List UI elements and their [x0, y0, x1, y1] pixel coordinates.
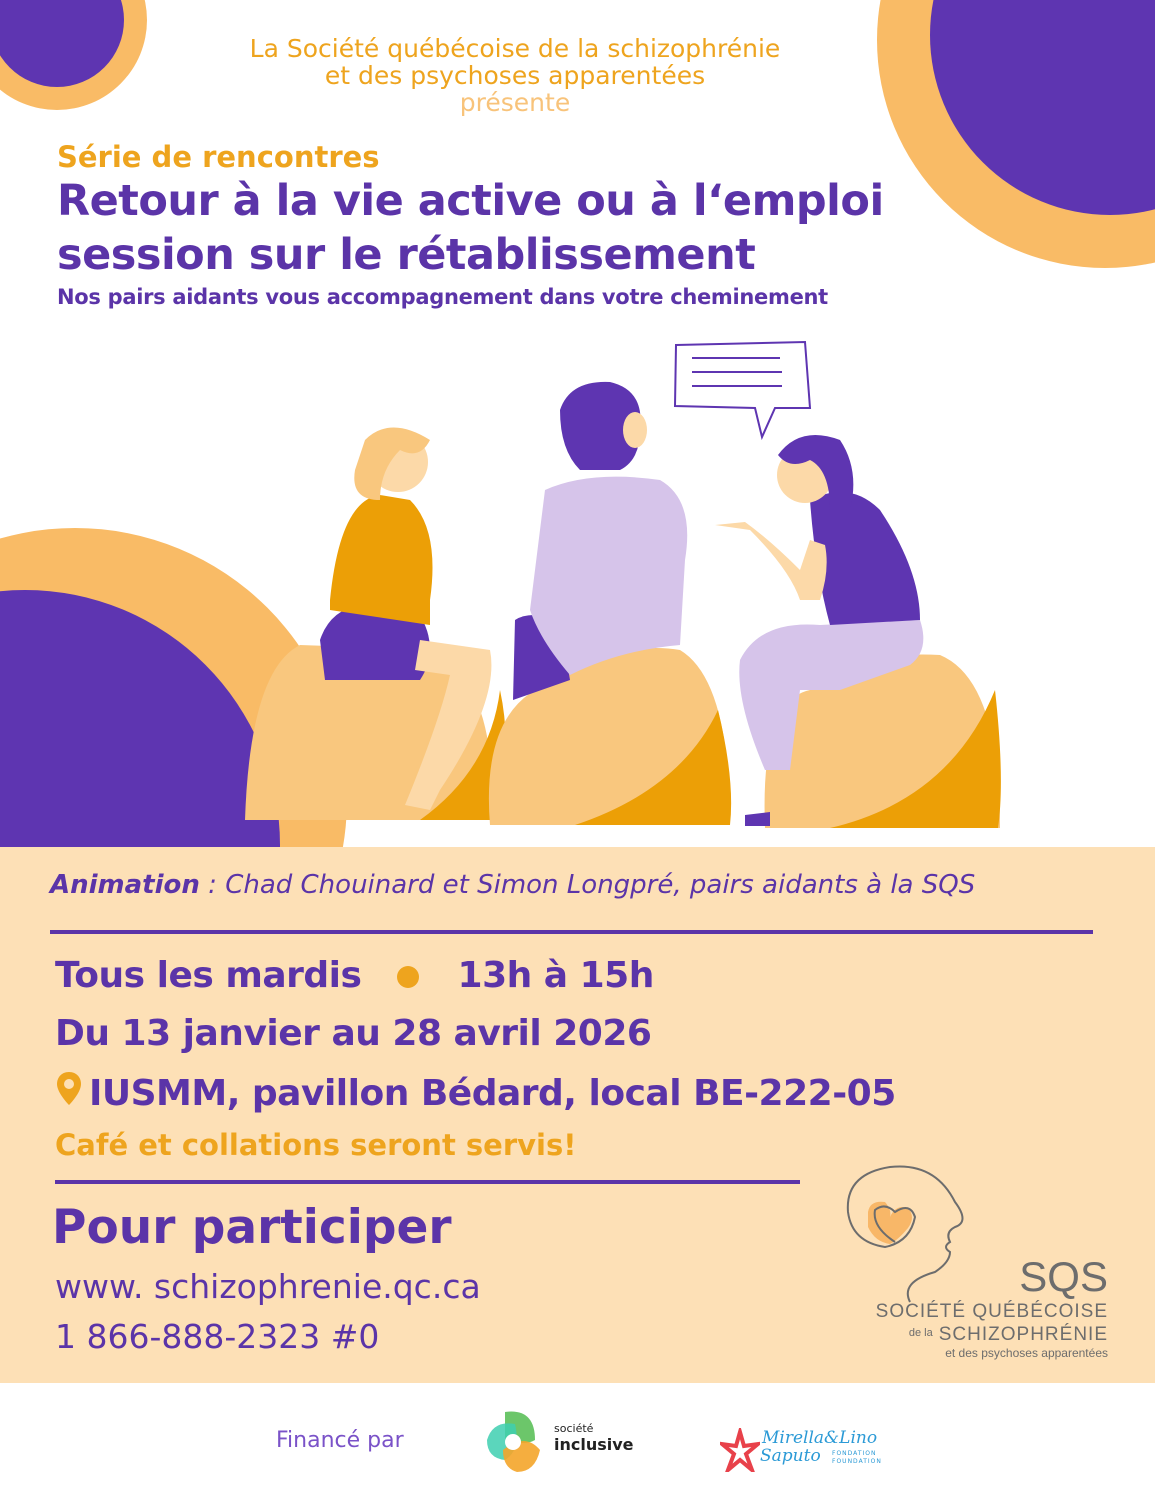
logo-acronym: SQS	[1019, 1253, 1108, 1300]
logo-line-2: de la SCHIZOPHRÉNIE	[909, 1324, 1108, 1346]
speech-bubble-icon	[673, 340, 812, 441]
presenter-line-3: présente	[459, 88, 571, 117]
sqs-head-logo-icon	[846, 1165, 964, 1303]
schedule-dates: Du 13 janvier au 28 avril 2026	[55, 1013, 652, 1054]
logo-line-1: SOCIÉTÉ QUÉBÉCOISE	[875, 1301, 1108, 1322]
website-link[interactable]: www. schizophrenie.qc.ca	[55, 1267, 481, 1306]
logo-line-2-main: SCHIZOPHRÉNIE	[938, 1324, 1108, 1345]
phone-number[interactable]: 1 866-888-2323 #0	[55, 1317, 380, 1356]
societe-inclusive-logo-icon	[487, 1411, 540, 1472]
saputo-star-person-icon	[720, 1428, 760, 1472]
page-title-line-1: Retour à la vie active ou à l‘emploi	[57, 176, 884, 226]
refreshments-note: Café et collations seront servis!	[55, 1128, 577, 1162]
left-circle	[0, 590, 280, 847]
presenter-line-1: La Société québécoise de la schizophréni…	[249, 34, 781, 63]
divider	[50, 930, 1093, 934]
sponsor1-small: société	[554, 1422, 594, 1435]
location-text: IUSMM, pavillon Bédard, local BE-222-05	[89, 1073, 896, 1114]
presenter-line-2: et des psychoses apparentées	[324, 61, 706, 90]
logo-line-3: et des psychoses apparentées	[945, 1346, 1108, 1360]
person-middle	[513, 381, 688, 700]
top-right-circle	[930, 0, 1155, 215]
funded-by-label: Financé par	[276, 1428, 404, 1453]
subtitle: Nos pairs aidants vous accompagnement da…	[57, 285, 828, 309]
info-band	[0, 847, 1155, 1383]
top-left-circle	[0, 0, 124, 87]
bullet-dot-icon	[397, 966, 420, 988]
sponsor2-line-1: Mirella&Lino	[762, 1428, 878, 1448]
animation-text: : Chad Chouinard et Simon Longpré, pairs…	[199, 870, 976, 900]
schedule-time: 13h à 15h	[457, 955, 655, 996]
sponsor2-line-2: Saputo	[760, 1446, 821, 1466]
location-pin-icon	[57, 1072, 81, 1105]
decorative-illustration	[0, 0, 1155, 847]
page-title-line-2: session sur le rétablissement	[57, 230, 756, 280]
sponsor2-tag-2: FOUNDATION	[832, 1458, 882, 1465]
schedule-line: Tous les mardis 13h à 15h	[55, 955, 654, 996]
location-line: IUSMM, pavillon Bédard, local BE-222-05	[55, 1071, 896, 1114]
divider	[55, 1180, 800, 1184]
person-right	[715, 435, 924, 826]
animation-line: Animation : Chad Chouinard et Simon Long…	[50, 870, 975, 900]
sponsor2-tag-1: FONDATION	[832, 1450, 877, 1457]
series-label: Série de rencontres	[57, 140, 380, 174]
seat-middle	[488, 648, 732, 825]
seat-right	[764, 654, 1001, 828]
schedule-day: Tous les mardis	[55, 955, 362, 996]
sponsor1-name: inclusive	[554, 1435, 634, 1454]
person-left	[320, 427, 492, 810]
participate-heading: Pour participer	[52, 1200, 452, 1255]
animation-label: Animation	[50, 870, 200, 900]
logo-line-2-small: de la	[908, 1327, 933, 1339]
